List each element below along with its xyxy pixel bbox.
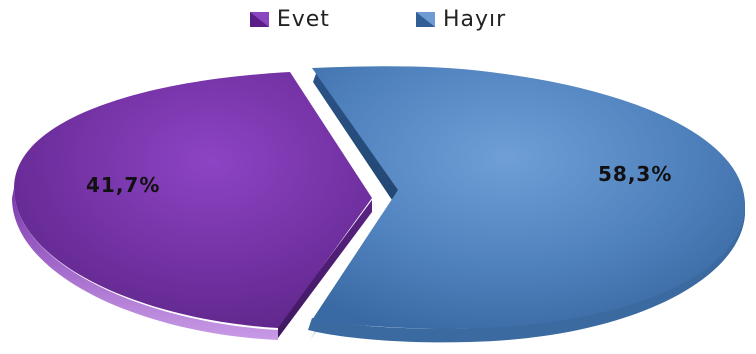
pie-slice-evet-rim	[12, 188, 278, 340]
legend-item-evet: Evet	[249, 6, 330, 32]
legend-label-evet: Evet	[276, 6, 330, 32]
pie-slice-evet-top	[14, 72, 372, 328]
data-label-hayir: 58,3%	[598, 162, 672, 186]
pie-slice-hayir-top	[312, 66, 745, 329]
data-label-evet: 41,7%	[86, 173, 160, 197]
legend-swatch-hayir	[415, 11, 435, 27]
legend-swatch-evet	[249, 11, 269, 27]
legend-label-hayir: Hayır	[442, 6, 507, 32]
pie-slice-evet-side	[278, 200, 372, 338]
chart-legend: Evet Hayır	[0, 4, 756, 34]
pie-slice-hayir-rim	[308, 200, 745, 343]
pie-slice-hayir	[308, 66, 745, 343]
legend-item-hayir: Hayır	[415, 6, 507, 32]
pie-slice-evet	[12, 72, 372, 340]
